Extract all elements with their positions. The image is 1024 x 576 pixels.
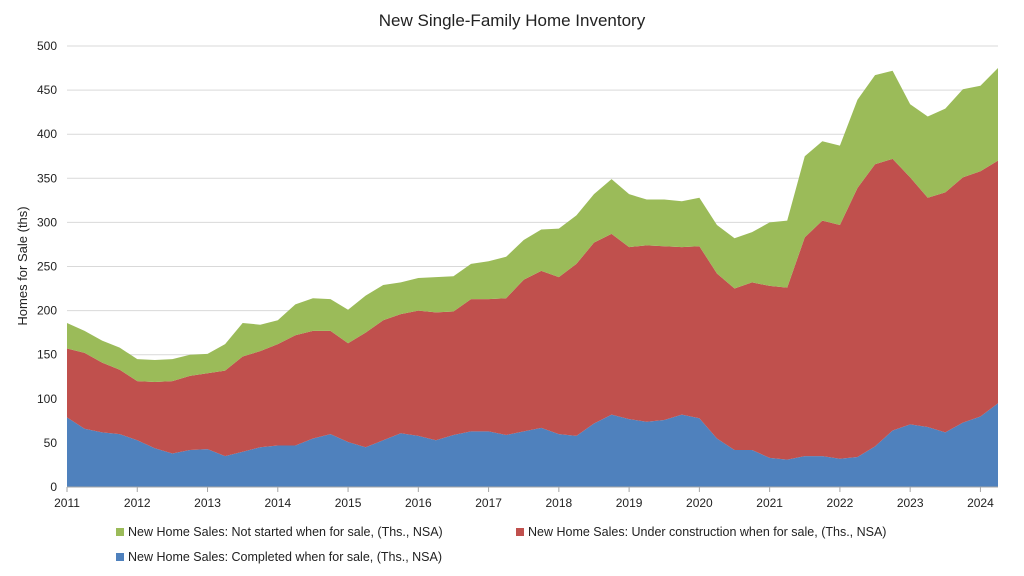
y-axis-title: Homes for Sale (ths) <box>15 206 30 325</box>
x-tick-label: 2016 <box>405 496 432 510</box>
legend-swatch-completed <box>116 553 124 561</box>
y-tick-label: 150 <box>37 348 57 362</box>
y-tick-label: 450 <box>37 83 57 97</box>
legend-swatch-not-started <box>116 528 124 536</box>
x-tick-label: 2012 <box>124 496 151 510</box>
x-tick-label: 2020 <box>686 496 713 510</box>
y-tick-label: 50 <box>44 436 58 450</box>
y-tick-label: 0 <box>50 480 57 494</box>
x-tick-label: 2018 <box>545 496 572 510</box>
x-tick-label: 2013 <box>194 496 221 510</box>
legend-label-not-started: New Home Sales: Not started when for sal… <box>128 525 443 539</box>
area-completed <box>67 403 998 487</box>
y-tick-label: 100 <box>37 392 57 406</box>
stacked-areas <box>67 68 998 487</box>
area-under-construction <box>67 158 998 460</box>
legend-label-under-construction: New Home Sales: Under construction when … <box>528 525 886 539</box>
legend: New Home Sales: Not started when for sal… <box>116 525 886 564</box>
y-tick-label: 200 <box>37 304 57 318</box>
y-tick-label: 350 <box>37 171 57 185</box>
x-tick-label: 2011 <box>54 496 80 510</box>
chart-title: New Single-Family Home Inventory <box>379 11 646 30</box>
x-tick-label: 2015 <box>335 496 362 510</box>
x-tick-label: 2019 <box>616 496 643 510</box>
x-tick-label: 2017 <box>475 496 502 510</box>
axes: 0 50 100 150 200 250 300 350 400 450 500 2011 2012 20… <box>37 39 998 510</box>
y-tick-label: 250 <box>37 260 57 274</box>
x-tick-label: 2024 <box>967 496 994 510</box>
legend-swatch-under-construction <box>516 528 524 536</box>
y-tick-label: 500 <box>37 39 57 53</box>
y-tick-label: 400 <box>37 127 57 141</box>
legend-label-completed: New Home Sales: Completed when for sale,… <box>128 550 442 564</box>
x-tick-label: 2021 <box>756 496 783 510</box>
x-tick-label: 2014 <box>264 496 291 510</box>
y-tick-label: 300 <box>37 215 57 229</box>
area-not-started <box>67 68 998 383</box>
x-tick-label: 2023 <box>897 496 924 510</box>
x-tick-label: 2022 <box>827 496 854 510</box>
